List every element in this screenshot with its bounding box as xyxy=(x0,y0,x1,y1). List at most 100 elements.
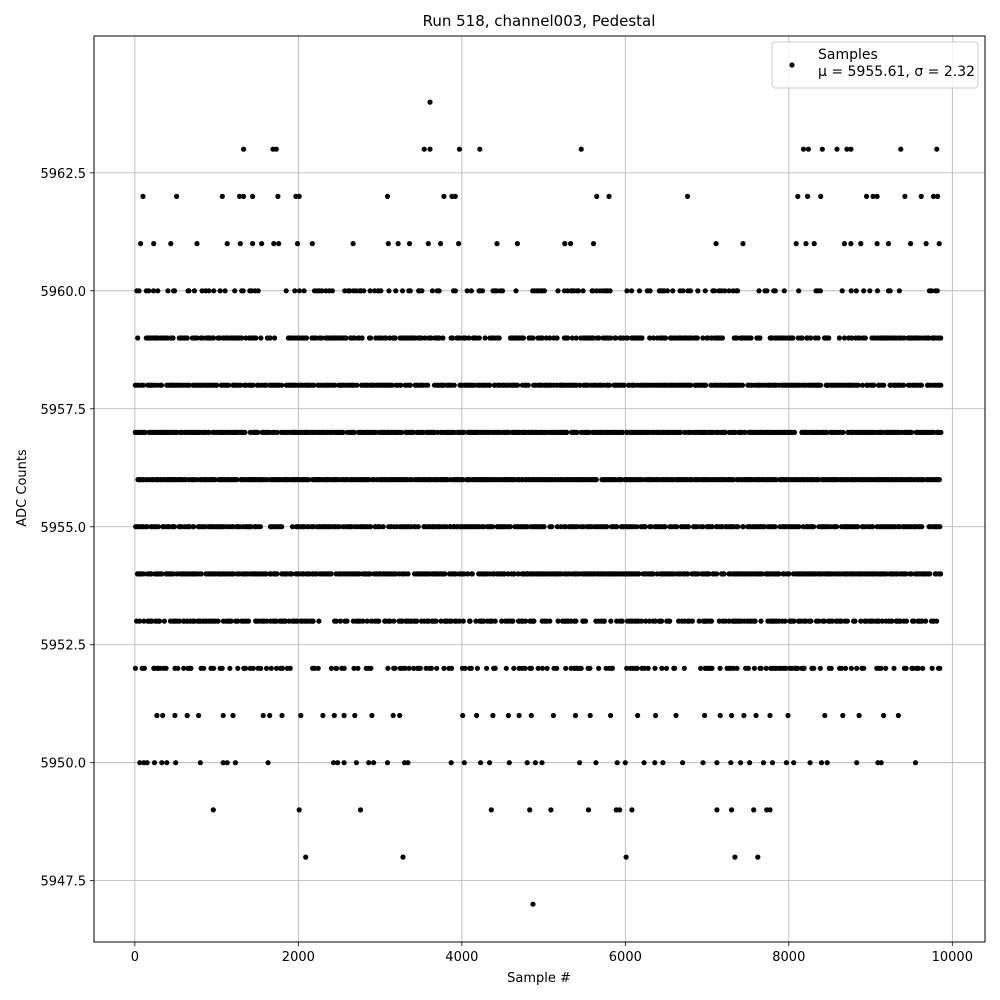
data-point xyxy=(590,241,597,247)
data-point xyxy=(438,241,444,247)
y-tick-label: 5952.5 xyxy=(41,639,87,654)
data-point xyxy=(870,193,876,199)
data-point xyxy=(652,618,658,624)
data-point xyxy=(741,712,747,719)
data-point xyxy=(141,571,147,577)
data-point xyxy=(219,193,225,199)
data-point xyxy=(336,524,342,530)
legend-marker xyxy=(789,62,795,68)
data-point xyxy=(141,665,147,671)
data-point xyxy=(250,193,256,199)
data-point xyxy=(294,241,301,247)
data-point xyxy=(351,429,357,435)
data-point xyxy=(650,571,656,577)
data-point xyxy=(844,146,850,152)
data-point xyxy=(910,665,916,671)
data-point xyxy=(464,571,471,577)
data-point xyxy=(520,335,527,341)
data-point xyxy=(279,382,285,388)
data-point xyxy=(709,665,715,671)
legend-sublabel: μ = 5955.61, σ = 2.32 xyxy=(818,64,975,80)
data-point xyxy=(355,665,361,671)
data-point xyxy=(146,288,152,294)
data-point xyxy=(678,429,684,435)
data-point xyxy=(199,288,205,294)
data-point xyxy=(608,712,614,719)
data-point xyxy=(476,335,482,341)
data-point xyxy=(772,288,778,294)
data-point xyxy=(593,760,599,766)
data-point xyxy=(433,618,439,624)
data-point xyxy=(608,618,614,624)
data-point xyxy=(819,146,825,152)
data-point xyxy=(714,760,720,766)
data-point xyxy=(918,193,924,199)
data-point xyxy=(313,335,319,341)
data-point xyxy=(673,712,679,719)
data-point xyxy=(492,618,498,624)
data-point xyxy=(897,618,903,624)
data-point xyxy=(653,712,659,719)
data-point xyxy=(368,665,374,671)
data-point xyxy=(279,524,285,530)
y-tick-label: 5957.5 xyxy=(41,403,87,418)
data-point xyxy=(440,335,446,341)
data-point xyxy=(547,618,553,624)
data-point xyxy=(805,146,812,152)
data-point xyxy=(352,712,358,719)
data-point xyxy=(267,335,273,341)
data-point xyxy=(647,288,653,294)
data-point xyxy=(467,618,473,624)
data-point xyxy=(242,429,248,435)
data-point xyxy=(816,477,822,483)
data-point xyxy=(274,429,281,435)
data-point xyxy=(328,665,334,671)
data-point xyxy=(273,146,279,152)
data-point xyxy=(170,335,176,341)
data-point xyxy=(341,760,347,766)
data-point xyxy=(772,524,778,530)
data-point xyxy=(200,335,206,341)
data-point xyxy=(343,335,349,341)
data-point xyxy=(279,712,285,719)
data-point xyxy=(793,241,799,247)
data-point xyxy=(937,665,943,671)
data-point xyxy=(709,524,715,530)
data-point xyxy=(887,288,893,294)
data-point xyxy=(790,335,796,341)
data-point xyxy=(515,382,521,388)
data-point xyxy=(719,335,726,341)
data-point xyxy=(191,288,197,294)
data-point xyxy=(740,241,746,247)
data-point xyxy=(878,665,884,671)
data-point xyxy=(332,382,338,388)
data-point xyxy=(863,193,870,199)
data-point xyxy=(292,288,298,294)
data-point xyxy=(781,288,787,294)
data-point xyxy=(623,854,629,860)
data-point xyxy=(464,288,470,294)
data-point xyxy=(448,760,454,766)
data-point xyxy=(298,712,304,719)
y-tick-label: 5947.5 xyxy=(41,875,87,890)
data-point xyxy=(674,524,680,530)
y-tick-label: 5950.0 xyxy=(41,757,87,772)
data-point xyxy=(856,712,862,719)
data-point xyxy=(817,382,824,388)
data-point xyxy=(854,760,860,766)
data-point xyxy=(528,712,534,719)
data-point xyxy=(428,665,434,671)
data-point xyxy=(700,524,706,530)
data-point xyxy=(473,618,479,624)
data-point xyxy=(136,288,142,294)
data-point xyxy=(782,618,788,624)
data-point xyxy=(344,618,350,624)
data-point xyxy=(587,665,593,671)
data-point xyxy=(359,335,365,341)
data-point xyxy=(848,241,854,247)
data-point xyxy=(140,382,146,388)
data-point xyxy=(181,665,187,671)
data-point xyxy=(535,665,541,671)
data-point xyxy=(175,665,181,671)
data-point xyxy=(368,335,374,341)
